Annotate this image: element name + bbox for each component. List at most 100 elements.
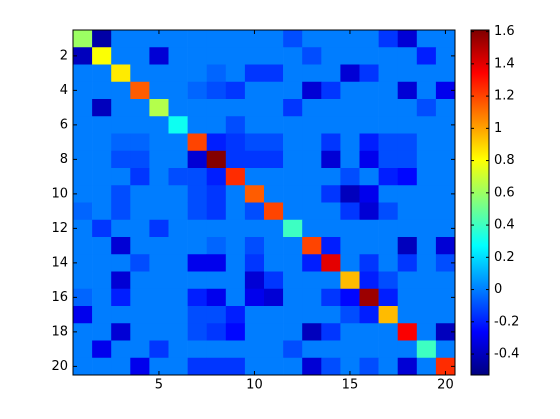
- heatmap-cell: [416, 271, 437, 290]
- heatmap-cell: [264, 116, 284, 134]
- heatmap-cell: [225, 116, 246, 134]
- heatmap-cell: [168, 357, 188, 376]
- heatmap-cell: [92, 133, 112, 152]
- heatmap-cell: [302, 185, 322, 203]
- heatmap-cell: [359, 219, 379, 238]
- heatmap-cell: [435, 357, 456, 376]
- heatmap-cell: [149, 64, 169, 83]
- heatmap-cell: [359, 168, 379, 186]
- heatmap-cell: [321, 99, 341, 117]
- heatmap-cell: [244, 357, 265, 376]
- heatmap-cell: [225, 47, 246, 65]
- y-tick-label: 4: [60, 83, 68, 98]
- heatmap-cell: [397, 288, 418, 307]
- heatmap-cell: [340, 81, 360, 100]
- heatmap-cell: [321, 288, 341, 307]
- heatmap-cell: [416, 288, 437, 307]
- heatmap-cell: [130, 30, 150, 48]
- heatmap-cell: [435, 150, 456, 169]
- heatmap-cell: [435, 116, 456, 134]
- heatmap-cell: [92, 30, 112, 48]
- heatmap-cell: [168, 185, 188, 203]
- heatmap-cell: [225, 81, 246, 100]
- heatmap-cell: [149, 133, 169, 152]
- heatmap-cell: [244, 116, 265, 134]
- heatmap-cell: [340, 185, 360, 203]
- heatmap-cell: [111, 237, 131, 255]
- y-tick-label: 12: [51, 221, 68, 236]
- heatmap-cell: [321, 47, 341, 65]
- heatmap-cell: [111, 185, 131, 203]
- heatmap-cell: [73, 99, 93, 117]
- heatmap-cell: [149, 81, 169, 100]
- heatmap-cell: [130, 168, 150, 186]
- heatmap-cell: [435, 202, 456, 221]
- heatmap-cell: [397, 271, 418, 290]
- heatmap-cell: [149, 150, 169, 169]
- heatmap-cell: [244, 219, 265, 238]
- heatmap-cell: [168, 237, 188, 255]
- heatmap-cell: [130, 323, 150, 341]
- heatmap-cell: [264, 288, 284, 307]
- heatmap-cell: [340, 202, 360, 221]
- heatmap-cell: [378, 237, 398, 255]
- heatmap-cell: [283, 254, 303, 272]
- heatmap-cell: [206, 185, 227, 203]
- heatmap-cell: [244, 306, 265, 324]
- heatmap-cell: [130, 185, 150, 203]
- heatmap-cell: [244, 237, 265, 255]
- heatmap-cell: [435, 47, 456, 65]
- heatmap-cell: [111, 99, 131, 117]
- heatmap-cell: [321, 168, 341, 186]
- heatmap-cell: [73, 116, 93, 134]
- heatmap-cell: [283, 202, 303, 221]
- heatmap-cell: [73, 357, 93, 376]
- heatmap-cell: [92, 168, 112, 186]
- heatmap-cell: [111, 323, 131, 341]
- heatmap-cell: [321, 271, 341, 290]
- heatmap-cell: [397, 150, 418, 169]
- heatmap-cell: [302, 99, 322, 117]
- heatmap-cell: [149, 47, 169, 65]
- heatmap-cell: [206, 99, 227, 117]
- heatmap-cell: [321, 357, 341, 376]
- heatmap-cell: [111, 133, 131, 152]
- heatmap-cell: [302, 219, 322, 238]
- heatmap-cell: [435, 271, 456, 290]
- heatmap-cell: [378, 202, 398, 221]
- heatmap-cell: [92, 254, 112, 272]
- heatmap-cell: [244, 340, 265, 359]
- heatmap-cell: [378, 47, 398, 65]
- heatmap-cell: [225, 340, 246, 359]
- heatmap-cell: [244, 47, 265, 65]
- heatmap-cell: [73, 202, 93, 221]
- heatmap-cell: [206, 116, 227, 134]
- heatmap-cell: [283, 288, 303, 307]
- heatmap-cell: [264, 47, 284, 65]
- heatmap-cell: [397, 30, 418, 48]
- heatmap-cell: [416, 323, 437, 341]
- heatmap-cell: [302, 168, 322, 186]
- heatmap-cell: [397, 64, 418, 83]
- heatmap-cell: [206, 254, 227, 272]
- heatmap-cell: [225, 357, 246, 376]
- colorbar-tick-label: 0: [494, 282, 502, 297]
- heatmap-cell: [244, 81, 265, 100]
- heatmap-cell: [435, 219, 456, 238]
- heatmap-cell: [340, 133, 360, 152]
- heatmap-cell: [244, 133, 265, 152]
- heatmap-cell: [378, 64, 398, 83]
- heatmap-cell: [149, 116, 169, 134]
- heatmap-cell: [340, 340, 360, 359]
- heatmap-cell: [149, 185, 169, 203]
- heatmap-cell: [225, 185, 246, 203]
- heatmap-cell: [302, 133, 322, 152]
- heatmap-cell: [187, 306, 207, 324]
- heatmap-cell: [340, 30, 360, 48]
- heatmap-cell: [187, 323, 207, 341]
- heatmap-cell: [225, 64, 246, 83]
- heatmap-cell: [111, 306, 131, 324]
- y-tick-label: 14: [51, 255, 68, 270]
- heatmap-cell: [397, 202, 418, 221]
- heatmap-cell: [283, 185, 303, 203]
